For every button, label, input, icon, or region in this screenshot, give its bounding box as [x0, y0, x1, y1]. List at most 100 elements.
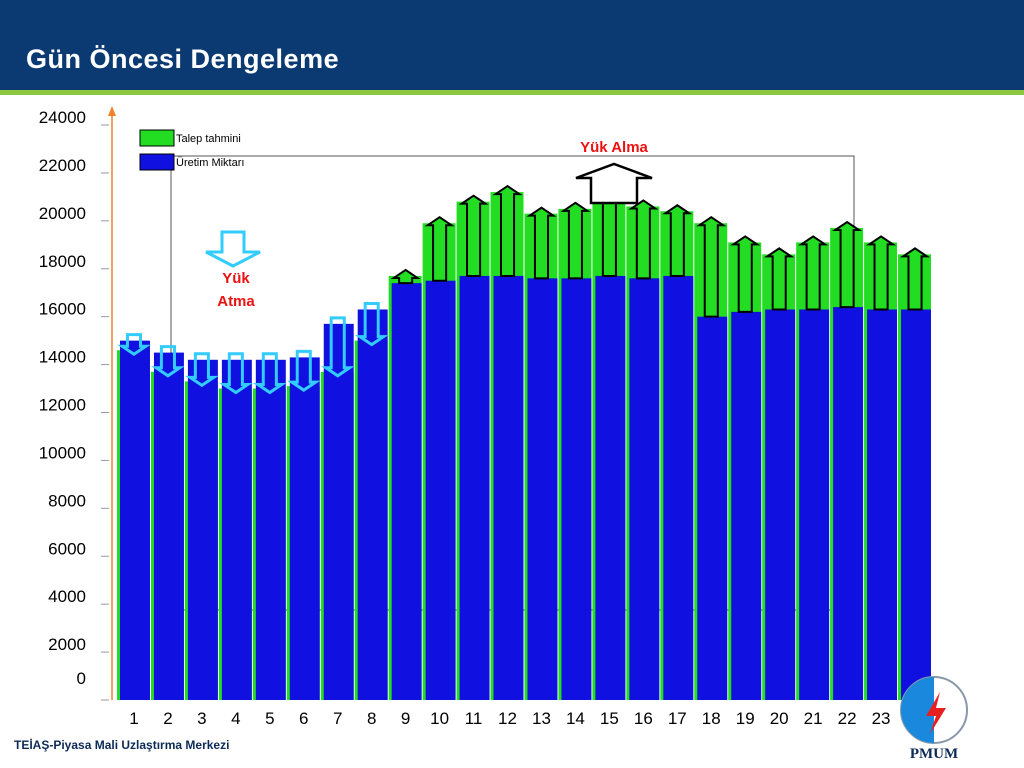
bar-uretim	[255, 359, 286, 700]
down-arrow-icon	[219, 352, 253, 395]
legend-swatch-talep	[139, 129, 175, 147]
bar-uretim	[459, 275, 490, 700]
x-tick-label: 7	[333, 709, 342, 728]
y-tick-label: 10000	[39, 443, 86, 462]
chart-labels: 0 2000 4000 6000 8000 10000 12000 14000 16000 180…	[39, 108, 925, 728]
bar-uretim	[561, 278, 592, 700]
down-arrow-icon	[185, 352, 219, 388]
annotation-yuk-atma-line2: Atma	[217, 293, 255, 310]
bar-uretim	[527, 278, 558, 700]
y-tick-label: 6000	[48, 539, 86, 558]
x-tick-label: 15	[600, 709, 619, 728]
bar-uretim	[425, 280, 456, 700]
x-tick-label: 21	[804, 709, 823, 728]
legend-label-uretim: Üretim Miktarı	[176, 157, 244, 169]
x-tick-label: 20	[770, 709, 789, 728]
bar-uretim	[357, 309, 388, 700]
y-tick-label: 20000	[39, 204, 86, 223]
x-tick-label: 4	[231, 709, 240, 728]
bar-uretim	[120, 340, 150, 700]
up-arrow-icon	[831, 220, 863, 309]
bar-uretim	[595, 275, 626, 700]
bar-uretim	[221, 359, 252, 700]
up-arrow-icon	[662, 204, 693, 277]
bar-uretim	[867, 309, 898, 700]
y-tick-label: 4000	[48, 587, 86, 606]
y-tick-label: 0	[77, 669, 86, 688]
y-tick-label: 2000	[48, 635, 86, 654]
annotation-yuk-alma: Yük Alma	[580, 139, 648, 156]
y-tick-label: 14000	[39, 348, 86, 367]
down-arrow-icon	[117, 333, 151, 357]
bar-uretim	[833, 307, 864, 700]
legend-swatch-uretim	[139, 153, 175, 171]
x-tick-label: 6	[299, 709, 308, 728]
y-tick-label: 18000	[39, 252, 86, 271]
x-tick-label: 9	[401, 709, 410, 728]
x-tick-label: 14	[566, 709, 585, 728]
logo-blue-half-icon	[901, 677, 934, 743]
title-bar	[0, 0, 1024, 92]
annotation-yuk-atma-line1: Yük	[222, 270, 250, 287]
bar-group	[117, 192, 931, 701]
y-tick-label: 12000	[39, 396, 86, 415]
up-arrow-icon	[797, 235, 829, 311]
bar-uretim	[493, 275, 524, 700]
x-tick-label: 10	[430, 709, 449, 728]
y-tick-label: 24000	[39, 108, 86, 127]
bar-uretim	[153, 352, 184, 700]
x-tick-label: 16	[634, 709, 653, 728]
down-arrow-icon	[253, 352, 287, 395]
bar-uretim	[697, 316, 728, 700]
x-tick-label: 2	[163, 709, 172, 728]
pmum-logo: PMUM	[900, 676, 968, 762]
annotation-up-arrow-icon	[575, 162, 653, 205]
x-tick-label: 17	[668, 709, 687, 728]
up-arrow-icon	[696, 216, 727, 318]
bar-uretim	[289, 357, 320, 700]
y-tick-label: 8000	[48, 491, 86, 510]
bar-uretim	[901, 309, 931, 700]
up-arrow-icon	[764, 247, 795, 311]
x-tick-label: 3	[197, 709, 206, 728]
down-arrow-icon	[151, 345, 185, 378]
up-arrow-icon	[899, 247, 931, 311]
down-arrow-icon	[354, 301, 389, 347]
up-arrow-icon	[492, 184, 523, 277]
up-arrow-icon	[390, 268, 421, 285]
legend-label-talep: Talep tahmini	[176, 133, 241, 145]
bar-uretim	[629, 278, 660, 700]
x-tick-label: 8	[367, 709, 376, 728]
x-tick-label: 23	[872, 709, 891, 728]
footer-text: TEİAŞ-Piyasa Mali Uzlaştırma Merkezi	[14, 738, 230, 752]
up-arrow-icon	[526, 206, 557, 280]
logo-lightning-icon	[926, 692, 946, 734]
down-arrow-icon	[320, 316, 355, 378]
x-tick-label: 19	[736, 709, 755, 728]
up-arrow-icon	[628, 199, 659, 280]
x-tick-label: 5	[265, 709, 274, 728]
x-tick-label: 13	[532, 709, 551, 728]
bar-uretim	[391, 283, 422, 700]
y-axis-arrow-icon	[108, 106, 116, 116]
up-arrow-icon	[424, 216, 455, 282]
chart-axes	[108, 106, 116, 700]
bar-uretim	[799, 309, 830, 700]
up-arrow-icon	[458, 194, 489, 277]
x-tick-label: 11	[465, 709, 483, 728]
logo-text: PMUM	[910, 746, 958, 762]
up-arrow-icon	[730, 235, 761, 313]
bar-uretim	[731, 311, 762, 700]
annotation-down-arrow-icon	[205, 230, 261, 268]
bar-uretim	[663, 275, 694, 700]
bar-uretim	[187, 359, 218, 700]
bar-uretim	[323, 323, 354, 700]
y-tick-label: 22000	[39, 156, 86, 175]
x-tick-label: 22	[838, 709, 857, 728]
x-tick-label: 12	[498, 709, 517, 728]
x-tick-label: 1	[129, 709, 138, 728]
down-arrow-icon	[286, 349, 321, 392]
x-tick-label: 18	[702, 709, 721, 728]
up-arrow-icon	[560, 201, 591, 280]
